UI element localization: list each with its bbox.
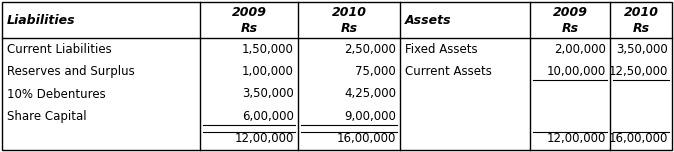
Text: 10,00,000: 10,00,000 xyxy=(547,65,606,78)
Text: Reserves and Surplus: Reserves and Surplus xyxy=(7,65,135,78)
Text: 4,25,000: 4,25,000 xyxy=(344,88,396,100)
Text: 9,00,000: 9,00,000 xyxy=(344,110,396,123)
Text: 12,00,000: 12,00,000 xyxy=(547,132,606,145)
Text: 10% Debentures: 10% Debentures xyxy=(7,88,106,100)
Text: 3,50,000: 3,50,000 xyxy=(616,43,668,56)
Text: 2,00,000: 2,00,000 xyxy=(554,43,606,56)
Text: 1,50,000: 1,50,000 xyxy=(242,43,294,56)
Text: 2010
Rs: 2010 Rs xyxy=(332,5,367,35)
Text: 16,00,000: 16,00,000 xyxy=(336,132,396,145)
Text: 2010
Rs: 2010 Rs xyxy=(623,5,658,35)
Text: 2009
Rs: 2009 Rs xyxy=(231,5,266,35)
Text: 2009
Rs: 2009 Rs xyxy=(553,5,588,35)
Text: 3,50,000: 3,50,000 xyxy=(242,88,294,100)
Text: Liabilities: Liabilities xyxy=(7,14,75,26)
Text: 75,000: 75,000 xyxy=(355,65,396,78)
Text: 6,00,000: 6,00,000 xyxy=(242,110,294,123)
Text: 16,00,000: 16,00,000 xyxy=(609,132,668,145)
Text: Share Capital: Share Capital xyxy=(7,110,87,123)
Text: Current Liabilities: Current Liabilities xyxy=(7,43,112,56)
Text: 12,50,000: 12,50,000 xyxy=(609,65,668,78)
Text: 1,00,000: 1,00,000 xyxy=(242,65,294,78)
Text: Fixed Assets: Fixed Assets xyxy=(405,43,478,56)
Text: 2,50,000: 2,50,000 xyxy=(344,43,396,56)
Text: Current Assets: Current Assets xyxy=(405,65,492,78)
Text: 12,00,000: 12,00,000 xyxy=(235,132,294,145)
Text: Assets: Assets xyxy=(405,14,452,26)
